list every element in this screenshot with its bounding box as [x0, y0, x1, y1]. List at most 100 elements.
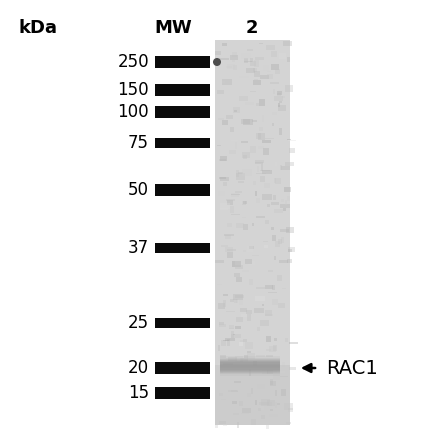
Bar [283, 41, 292, 46]
Bar [254, 79, 258, 80]
Bar [223, 340, 229, 341]
Bar [286, 85, 293, 92]
Bar [270, 402, 272, 406]
Bar [244, 61, 252, 62]
Bar [250, 146, 256, 153]
Bar [275, 179, 281, 184]
Bar [288, 139, 296, 141]
Bar [226, 66, 232, 67]
Bar [239, 300, 242, 305]
Bar [155, 362, 210, 374]
Bar [260, 406, 264, 410]
Bar [260, 164, 263, 171]
Bar [270, 379, 273, 385]
Bar [242, 201, 246, 205]
Bar [219, 324, 226, 327]
Bar [263, 148, 269, 155]
Bar [288, 247, 295, 252]
Bar [155, 387, 210, 399]
Bar [227, 64, 235, 69]
Text: 250: 250 [117, 53, 149, 71]
Bar [232, 262, 241, 267]
Bar [221, 245, 228, 247]
Bar [220, 370, 223, 373]
Bar [228, 357, 238, 361]
Bar [247, 246, 253, 252]
Bar [222, 81, 225, 83]
Bar [155, 184, 210, 196]
Bar [221, 340, 226, 346]
Bar [277, 91, 282, 95]
Bar [240, 308, 247, 312]
Bar [236, 170, 239, 176]
Bar [218, 345, 220, 351]
Bar [220, 156, 227, 161]
Bar [233, 333, 235, 335]
Bar [219, 58, 228, 60]
Bar [220, 361, 280, 367]
Bar [290, 148, 295, 153]
Bar [270, 381, 275, 386]
Bar [225, 338, 235, 341]
Bar [220, 203, 230, 209]
Bar [241, 358, 248, 361]
Bar [265, 422, 269, 429]
Bar [268, 71, 271, 72]
Bar [266, 355, 273, 357]
Bar [252, 254, 259, 256]
Bar [235, 265, 243, 269]
Bar [279, 101, 282, 103]
Bar [241, 314, 249, 318]
Bar [282, 237, 284, 243]
Bar [262, 370, 268, 374]
Bar [249, 58, 253, 62]
Bar [267, 205, 270, 207]
Bar [220, 363, 280, 370]
Bar [243, 224, 248, 230]
Bar [271, 64, 279, 71]
Bar [247, 393, 251, 396]
Bar [232, 60, 235, 62]
Bar [220, 365, 280, 371]
Bar [217, 145, 221, 146]
Bar [282, 288, 286, 289]
Text: 75: 75 [128, 134, 149, 152]
Bar [240, 340, 244, 342]
Bar [255, 162, 263, 164]
Bar [265, 314, 273, 316]
Bar [256, 287, 265, 289]
Bar [266, 45, 275, 49]
Bar [232, 401, 238, 404]
Bar [277, 93, 281, 96]
Bar [220, 358, 280, 363]
Bar [256, 133, 261, 139]
Bar [273, 195, 276, 200]
Bar [219, 322, 224, 325]
Bar [234, 110, 237, 112]
Bar [249, 246, 254, 249]
Text: RAC1: RAC1 [326, 359, 378, 377]
Bar [231, 332, 234, 338]
Bar [266, 349, 271, 351]
Bar [227, 323, 235, 328]
Bar [278, 239, 282, 244]
Bar [288, 249, 292, 252]
Bar [218, 303, 225, 309]
Bar [265, 220, 269, 224]
Bar [247, 49, 253, 51]
Bar [263, 241, 268, 242]
Bar [256, 104, 259, 106]
Bar [155, 84, 210, 96]
Bar [224, 234, 234, 236]
Bar [241, 413, 249, 415]
Bar [215, 365, 290, 425]
Bar [282, 362, 285, 366]
Bar [256, 173, 266, 175]
Bar [280, 204, 290, 208]
Bar [231, 193, 239, 197]
Bar [241, 141, 248, 143]
Bar [269, 347, 276, 352]
Bar [285, 338, 288, 342]
Bar [223, 120, 228, 124]
Bar [269, 414, 278, 418]
